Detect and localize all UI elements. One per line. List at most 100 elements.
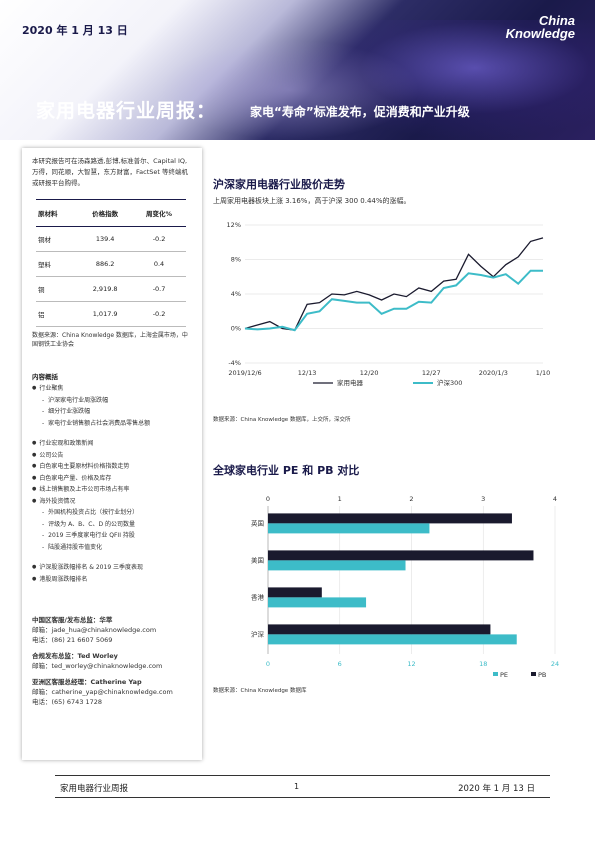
bottom-axis-tick-label: 6 [338,660,342,668]
table-row: 铝 1,017.9 -0.2 [36,301,186,327]
table-of-contents: 行业聚焦沪深家电行业周涨跌幅细分行业涨跌幅家电行业销售额占社会消费品零售总额行业… [32,383,192,585]
x-tick-label: 1/10 [536,369,551,377]
table-header: 价格指数 [78,199,133,227]
top-axis-tick-label: 0 [266,495,270,503]
table-cell: 0.4 [132,251,186,277]
report-subtitle: 家电“寿命”标准发布，促消费和产业升级 [250,105,470,119]
legend-label: 沪深300 [437,378,462,387]
contact-line: 邮箱：catherine_yap@chinaknowledge.com [32,688,173,696]
bar-pe [268,560,406,571]
top-axis-tick-label: 3 [481,495,485,503]
toc-item: 线上销售额及上市公司市场占有率 [32,484,192,496]
table-header: 原材料 [36,199,79,227]
section1-description: 上周家用电器板块上涨 3.16%，高于沪深 300 0.44%的涨幅。 [213,197,411,205]
legend-swatch [493,672,498,676]
bar-pe [268,597,367,608]
table-cell: 139.4 [78,226,133,252]
bar-pe [268,634,517,645]
series-line-appliances [244,237,544,331]
bottom-axis-tick-label: 0 [266,660,270,668]
toc-item: 行业宏观和政策新闻 [32,438,192,450]
bar-pb [268,513,512,524]
footer-date: 2020 年 1 月 13 日 [458,784,535,794]
y-tick-label: 8% [231,256,241,264]
y-tick-label: 0% [231,325,241,333]
y-tick-label: -4% [228,359,241,367]
contact-line: 电话：(65) 6743 1728 [32,698,103,706]
top-axis-tick-label: 2 [409,495,413,503]
contact-block: 合规发布总监：Ted Worley 邮箱：ted_worley@chinaknow… [32,651,192,671]
x-tick-label: 12/27 [422,369,441,377]
table-cell: 铝 [36,301,79,327]
footer-divider [55,775,550,776]
toc-item: 2019 三季度家电行业 QFII 持股 [32,530,192,542]
contact-line: 邮箱：ted_worley@chinaknowledge.com [32,662,163,670]
line-chart: -4% 0% 4% 8% 12% 2019/12/6 12/13 12/20 12/27 2020… [227,221,551,387]
x-tick-label: 12/20 [360,369,379,377]
bar-pb [268,587,322,598]
sidebar-panel: 本研究报告可在汤森路透,彭博,标准普尔、Capital IQ,万得，同花顺，大智… [22,148,202,760]
logo-line1: China [538,13,575,28]
contact-line: 电话：(86) 21 6607 5069 [32,636,113,644]
table-row: 铜材 139.4 -0.2 [36,226,186,252]
raw-material-table: 原材料 价格指数 周变化% 铜材 139.4 -0.2 塑料 886.2 0.4 铜 2,91… [36,199,186,327]
toc-item: 公司公告 [32,450,192,462]
section1-source: 数据来源：China Knowledge 数据库，上交所，深交所 [213,417,351,423]
intro-text: 本研究报告可在汤森路透,彭博,标准普尔、Capital IQ,万得，同花顺，大智… [32,157,188,187]
contact-block: 亚洲区客服总经理：Catherine Yap 邮箱：catherine_yap@c… [32,677,192,707]
x-tick-label: 12/13 [298,369,317,377]
china-knowledge-logo: China Knowledge [506,14,575,40]
contact-role: 合规发布总监：Ted Worley [32,652,118,660]
bottom-axis-tick-label: 18 [479,660,487,668]
y-tick-label: 12% [227,221,241,229]
contents-title: 内容概括 [32,373,58,381]
footer-report-name: 家用电器行业周报 [60,784,129,794]
table-header: 周变化% [132,199,186,227]
y-tick-label: 4% [231,290,241,298]
toc-item: 家电行业销售额占社会消费品零售总额 [32,418,192,430]
bar-pe [268,523,430,534]
contact-section: 中国区客服/发布总监：华萃邮箱：jade_hua@chinaknowledge.… [32,615,192,707]
table-cell: 1,017.9 [78,301,133,327]
bottom-axis-tick-label: 24 [551,660,559,668]
table-cell: 886.2 [78,251,133,277]
section1-title: 沪深家用电器行业股价走势 [213,178,345,191]
toc-item: 外国机构投资占比（按行业划分） [32,507,192,519]
header-date: 2020 年 1 月 13 日 [22,24,128,37]
footer-divider-bottom [55,797,550,798]
toc-item: 白色家电主要原材料价格指数走势 [32,461,192,473]
section2-source: 数据来源：China Knowledge 数据库 [213,688,307,694]
table-header-row: 原材料 价格指数 周变化% [36,199,186,227]
report-title: 家用电器行业周报： [36,100,217,122]
table-cell: 铜材 [36,226,79,252]
table-cell: -0.2 [132,301,186,327]
category-label: 美国 [251,555,264,564]
legend-label: 家用电器 [337,378,364,387]
table-row: 铜 2,919.8 -0.7 [36,276,186,302]
toc-item: 陆股通持股市值变化 [32,542,192,554]
toc-item: 行业聚焦 [32,383,192,395]
toc-item: 白色家电产量、价格及库存 [32,473,192,485]
category-label: 沪深 [251,629,265,638]
table-cell: -0.2 [132,226,186,252]
contact-role: 中国区客服/发布总监：华萃 [32,616,113,624]
section2-title: 全球家电行业 PE 和 PB 对比 [213,464,360,477]
report-header: 2020 年 1 月 13 日 China Knowledge 家用电器行业周报… [0,0,595,140]
x-tick-label: 2019/12/6 [228,369,261,377]
table-cell: 2,919.8 [78,276,133,302]
top-axis-tick-label: 1 [338,495,342,503]
legend-label: PB [538,671,546,679]
toc-item: 沪深家电行业周涨跌幅 [32,395,192,407]
table-cell: 铜 [36,276,79,302]
logo-line2: Knowledge [505,26,575,41]
page-number: 1 [294,782,300,791]
x-tick-label: 2020/1/3 [479,369,508,377]
contact-block: 中国区客服/发布总监：华萃邮箱：jade_hua@chinaknowledge.… [32,615,192,645]
category-label: 英国 [251,518,264,527]
contact-role: 亚洲区客服总经理：Catherine Yap [32,678,142,686]
table-cell: 塑料 [36,251,79,277]
contact-line: 邮箱：jade_hua@chinaknowledge.com [32,626,157,634]
table-row: 塑料 886.2 0.4 [36,251,186,277]
toc-item: 细分行业涨跌幅 [32,406,192,418]
